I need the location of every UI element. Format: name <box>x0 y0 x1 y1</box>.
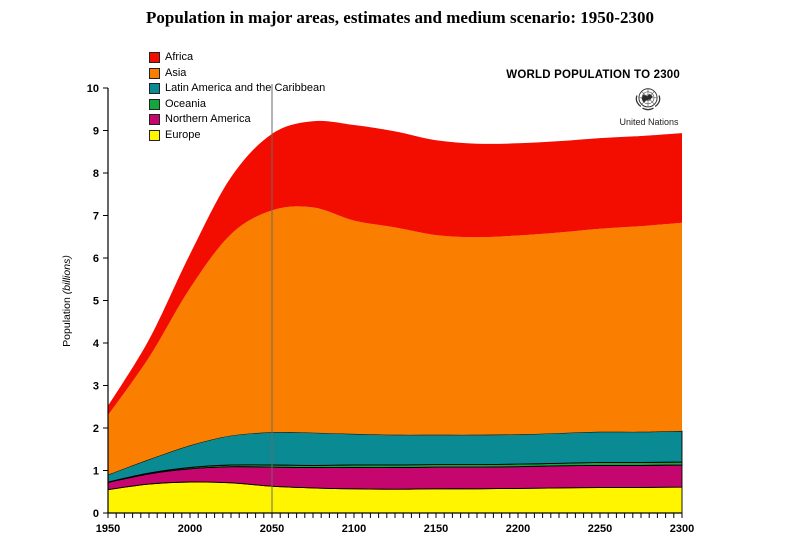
x-tick-label: 2300 <box>670 523 694 535</box>
y-tick-label: 6 <box>93 253 99 265</box>
y-tick-label: 7 <box>93 211 99 223</box>
y-tick-label: 9 <box>93 126 99 138</box>
x-tick-label: 2200 <box>506 523 530 535</box>
legend-label: Latin America and the Caribbean <box>165 82 326 95</box>
x-tick-label: 2050 <box>260 523 284 535</box>
legend-label: Africa <box>165 51 194 64</box>
legend-item-asia: Asia <box>149 66 325 82</box>
report-banner: WORLD POPULATION TO 2300 <box>506 69 680 81</box>
chart-title: Population in major areas, estimates and… <box>146 8 654 27</box>
legend-label: Northern America <box>165 113 251 126</box>
legend-swatch-icon <box>149 114 160 126</box>
legend-swatch-icon <box>149 67 160 79</box>
un-caption: United Nations <box>619 117 679 127</box>
x-tick-label: 1950 <box>96 523 120 535</box>
y-tick-label: 8 <box>93 168 99 180</box>
legend-item-northern-america: Northern America <box>149 112 325 128</box>
y-tick-label: 1 <box>93 466 99 478</box>
legend-label: Asia <box>165 66 187 79</box>
x-tick-label: 2100 <box>342 523 366 535</box>
y-axis-title-unit: (billions) <box>61 254 74 294</box>
legend-swatch-icon <box>149 83 160 95</box>
legend-item-latin-america-and-the-caribbean: Latin America and the Caribbean <box>149 81 325 97</box>
legend: Africa Asia Latin America and the Caribbea… <box>149 50 325 143</box>
y-tick-label: 3 <box>93 381 99 393</box>
x-tick-label: 2250 <box>588 523 612 535</box>
legend-item-oceania: Oceania <box>149 97 325 113</box>
legend-swatch-icon <box>149 98 160 110</box>
area-band-africa <box>108 120 682 416</box>
y-axis-title: Population (billions) <box>56 88 78 513</box>
y-tick-label: 5 <box>93 296 99 308</box>
x-tick-label: 2000 <box>178 523 202 535</box>
y-tick-label: 0 <box>93 508 99 520</box>
y-tick-label: 10 <box>87 83 99 95</box>
y-tick-label: 4 <box>93 338 100 350</box>
area-band-asia <box>108 206 682 475</box>
legend-label: Europe <box>165 128 201 141</box>
legend-swatch-icon <box>149 52 160 64</box>
y-tick-label: 2 <box>93 423 99 435</box>
legend-label: Oceania <box>165 97 206 110</box>
legend-swatch-icon <box>149 129 160 141</box>
legend-item-africa: Africa <box>149 50 325 66</box>
y-axis-title-text: Population <box>61 296 74 347</box>
x-tick-label: 2150 <box>424 523 448 535</box>
legend-item-europe: Europe <box>149 128 325 144</box>
un-emblem-icon <box>635 88 661 111</box>
